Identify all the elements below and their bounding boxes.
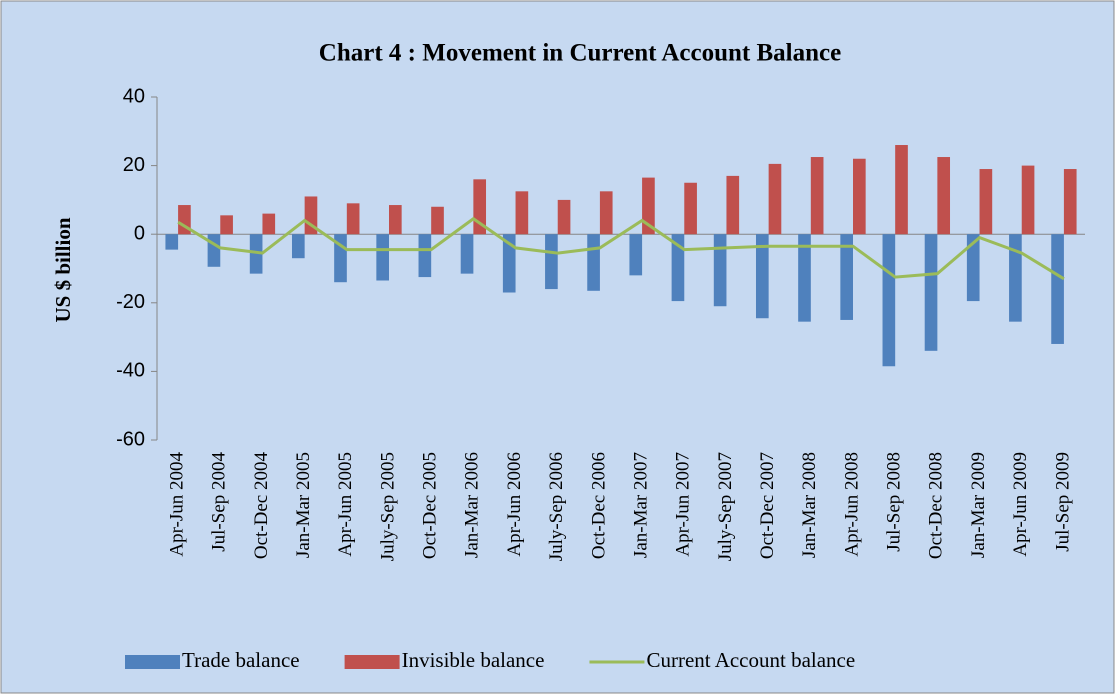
bar <box>895 145 908 235</box>
bar <box>882 234 896 367</box>
x-tick-label: Apr-Jun 2004 <box>166 452 187 557</box>
bar <box>1021 165 1035 235</box>
x-tick-label: Jul-Sep 2008 <box>884 452 905 552</box>
bar <box>684 182 697 235</box>
bar <box>557 199 571 235</box>
x-tick-label: Jan-Mar 2005 <box>293 452 314 558</box>
bar <box>515 191 529 235</box>
line <box>177 216 1065 281</box>
x-tick-label: Apr-Jun 2006 <box>504 452 525 557</box>
bar <box>346 203 360 235</box>
chart-title: Chart 4 : Movement in Current Account Ba… <box>319 40 841 67</box>
legend-swatch <box>125 655 180 669</box>
bar <box>642 177 655 235</box>
bar <box>502 234 516 293</box>
bar <box>1051 234 1064 344</box>
y-axis-label: US $ billion <box>51 217 75 322</box>
y-tick-label: 0 <box>134 222 145 244</box>
x-tick-label: July-Sep 2006 <box>546 452 567 561</box>
bar <box>599 191 613 235</box>
x-tick-label: Jan-Mar 2006 <box>462 452 483 558</box>
legend-swatch <box>344 655 400 669</box>
x-tick-label: Jul-Sep 2009 <box>1052 452 1073 552</box>
bar <box>924 234 938 351</box>
bar <box>853 158 866 235</box>
x-tick-label: Jan-Mar 2007 <box>630 452 651 558</box>
legend-label: Invisible balance <box>402 648 545 672</box>
y-tick-label: 20 <box>123 154 145 176</box>
x-tick-label: Oct-Dec 2007 <box>757 452 778 559</box>
legend-label: Current Account balance <box>646 648 855 672</box>
x-tick-label: July-Sep 2005 <box>377 452 398 561</box>
x-tick-label: Apr-Jun 2007 <box>673 452 694 557</box>
legend-label: Trade balance <box>182 648 300 672</box>
x-tick-label: Oct-Dec 2008 <box>926 452 947 559</box>
x-tick-label: July-Sep 2007 <box>715 452 736 561</box>
x-tick-label: Jan-Mar 2008 <box>799 452 820 558</box>
bar <box>418 234 432 278</box>
bar <box>587 234 600 291</box>
bar <box>220 215 233 235</box>
bar <box>304 196 318 235</box>
bar <box>937 157 951 235</box>
bar <box>460 234 474 274</box>
x-tick-label: Jul-Sep 2004 <box>209 452 230 552</box>
x-tick-label: Oct-Dec 2004 <box>251 452 272 560</box>
bar <box>262 213 276 235</box>
bar <box>713 234 727 307</box>
bar <box>431 206 444 235</box>
bar <box>810 157 824 235</box>
bar <box>726 175 740 235</box>
bar <box>1063 169 1077 235</box>
x-tick-label: Apr-Jun 2009 <box>1010 452 1031 557</box>
bar <box>755 234 769 319</box>
bar <box>798 234 811 322</box>
bar <box>671 234 685 302</box>
bar <box>966 234 980 302</box>
bar <box>840 234 853 320</box>
bar <box>376 234 389 281</box>
bar <box>629 234 643 276</box>
x-tick-label: Oct-Dec 2006 <box>588 452 609 559</box>
bar <box>165 234 179 250</box>
bar <box>207 234 221 267</box>
bar <box>545 234 558 290</box>
bar <box>979 169 993 235</box>
x-tick-label: Apr-Jun 2008 <box>841 452 862 557</box>
x-tick-label: Jan-Mar 2009 <box>968 452 989 558</box>
bar <box>389 205 402 235</box>
y-tick-label: -40 <box>116 360 145 382</box>
bar <box>768 163 782 235</box>
bar <box>249 234 263 274</box>
x-tick-label: Apr-Jun 2005 <box>335 452 356 557</box>
y-tick-label: 40 <box>123 85 145 107</box>
x-tick-label: Oct-Dec 2005 <box>420 452 441 559</box>
bar <box>291 234 305 259</box>
y-tick-label: -60 <box>116 428 145 450</box>
bar <box>1009 234 1022 322</box>
y-tick-label: -20 <box>116 291 145 313</box>
